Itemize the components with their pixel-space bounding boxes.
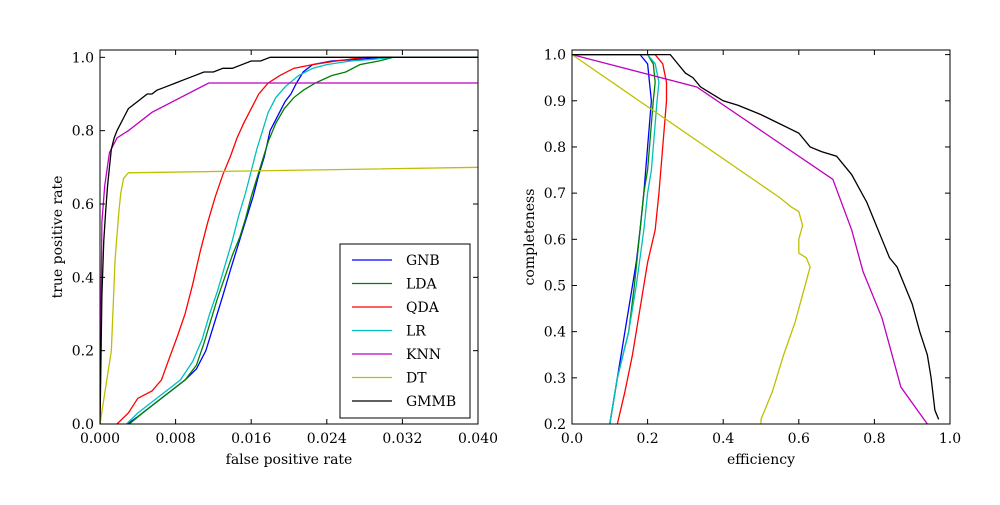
- y-tick-label: 0.7: [544, 186, 566, 202]
- plot-frame: [99, 49, 479, 425]
- x-axis-label: false positive rate: [226, 452, 353, 468]
- y-axis-label: completeness: [522, 189, 538, 286]
- legend-label-knn: KNN: [406, 347, 441, 363]
- plot-frame: [571, 49, 951, 425]
- series-line-qda: [116, 56, 478, 424]
- series-line-gnb: [572, 53, 653, 424]
- x-tick-label: 1.0: [939, 431, 961, 447]
- y-tick-label: 0.2: [72, 344, 94, 360]
- y-tick-label: 0.6: [72, 197, 94, 213]
- y-tick-label: 0.6: [544, 232, 566, 248]
- x-tick-label: 0.040: [458, 431, 498, 447]
- series-line-lr: [126, 56, 478, 424]
- series-group: [572, 53, 940, 424]
- chart-panel-2: 0.0 0.2 0.4 0.6 0.8 1.00.20.30.40.50.60.70.80…: [522, 48, 961, 468]
- legend-label-lr: LR: [406, 324, 426, 340]
- series-group: [100, 56, 478, 424]
- y-tick-label: 1.0: [72, 50, 94, 66]
- legend-label-gnb: GNB: [406, 253, 440, 269]
- legend-label-gmmb: GMMB: [406, 394, 456, 410]
- series-line-knn: [100, 82, 478, 424]
- y-tick-label: 0.4: [544, 325, 566, 341]
- x-tick-label: 0.4: [712, 431, 734, 447]
- x-axis-label: efficiency: [727, 452, 795, 468]
- series-line-lr: [572, 53, 660, 424]
- y-tick-label: 0.5: [544, 278, 566, 294]
- series-line-qda: [572, 53, 668, 424]
- y-tick-label: 0.0: [72, 417, 94, 433]
- x-tick-label: 0.8: [863, 431, 885, 447]
- series-line-gmmb: [100, 56, 478, 424]
- y-tick-label: 0.9: [544, 94, 566, 110]
- y-tick-label: 0.4: [72, 270, 94, 286]
- series-line-knn: [572, 53, 928, 424]
- x-tick-label: 0.000: [80, 431, 120, 447]
- y-tick-label: 0.2: [544, 417, 566, 433]
- y-tick-label: 0.3: [544, 371, 566, 387]
- series-line-dt: [100, 166, 478, 424]
- x-tick-label: 0.2: [636, 431, 658, 447]
- legend-label-dt: DT: [406, 371, 427, 387]
- y-tick-label: 0.8: [72, 124, 94, 140]
- x-tick-label: 0.008: [156, 431, 196, 447]
- x-tick-label: 0.024: [307, 431, 347, 447]
- y-axis-label: true positive rate: [50, 176, 66, 299]
- legend-label-qda: QDA: [406, 300, 440, 316]
- series-line-lda: [128, 56, 478, 424]
- y-tick-label: 1.0: [544, 48, 566, 64]
- x-tick-label: 0.6: [788, 431, 810, 447]
- y-tick-label: 0.8: [544, 140, 566, 156]
- series-line-dt: [572, 54, 811, 424]
- chart-panel-1: 0.000 0.008 0.016 0.024 0.032 0.040 0.0 0.2 0.4 0…: [50, 49, 498, 468]
- legend-label-lda: LDA: [406, 277, 438, 293]
- x-tick-label: 0.0: [561, 431, 583, 447]
- series-line-gmmb: [572, 53, 940, 420]
- legend: GNB LDA QDA LR KNN DT GMMB: [339, 243, 471, 419]
- x-tick-label: 0.032: [382, 431, 422, 447]
- x-tick-label: 0.016: [231, 431, 271, 447]
